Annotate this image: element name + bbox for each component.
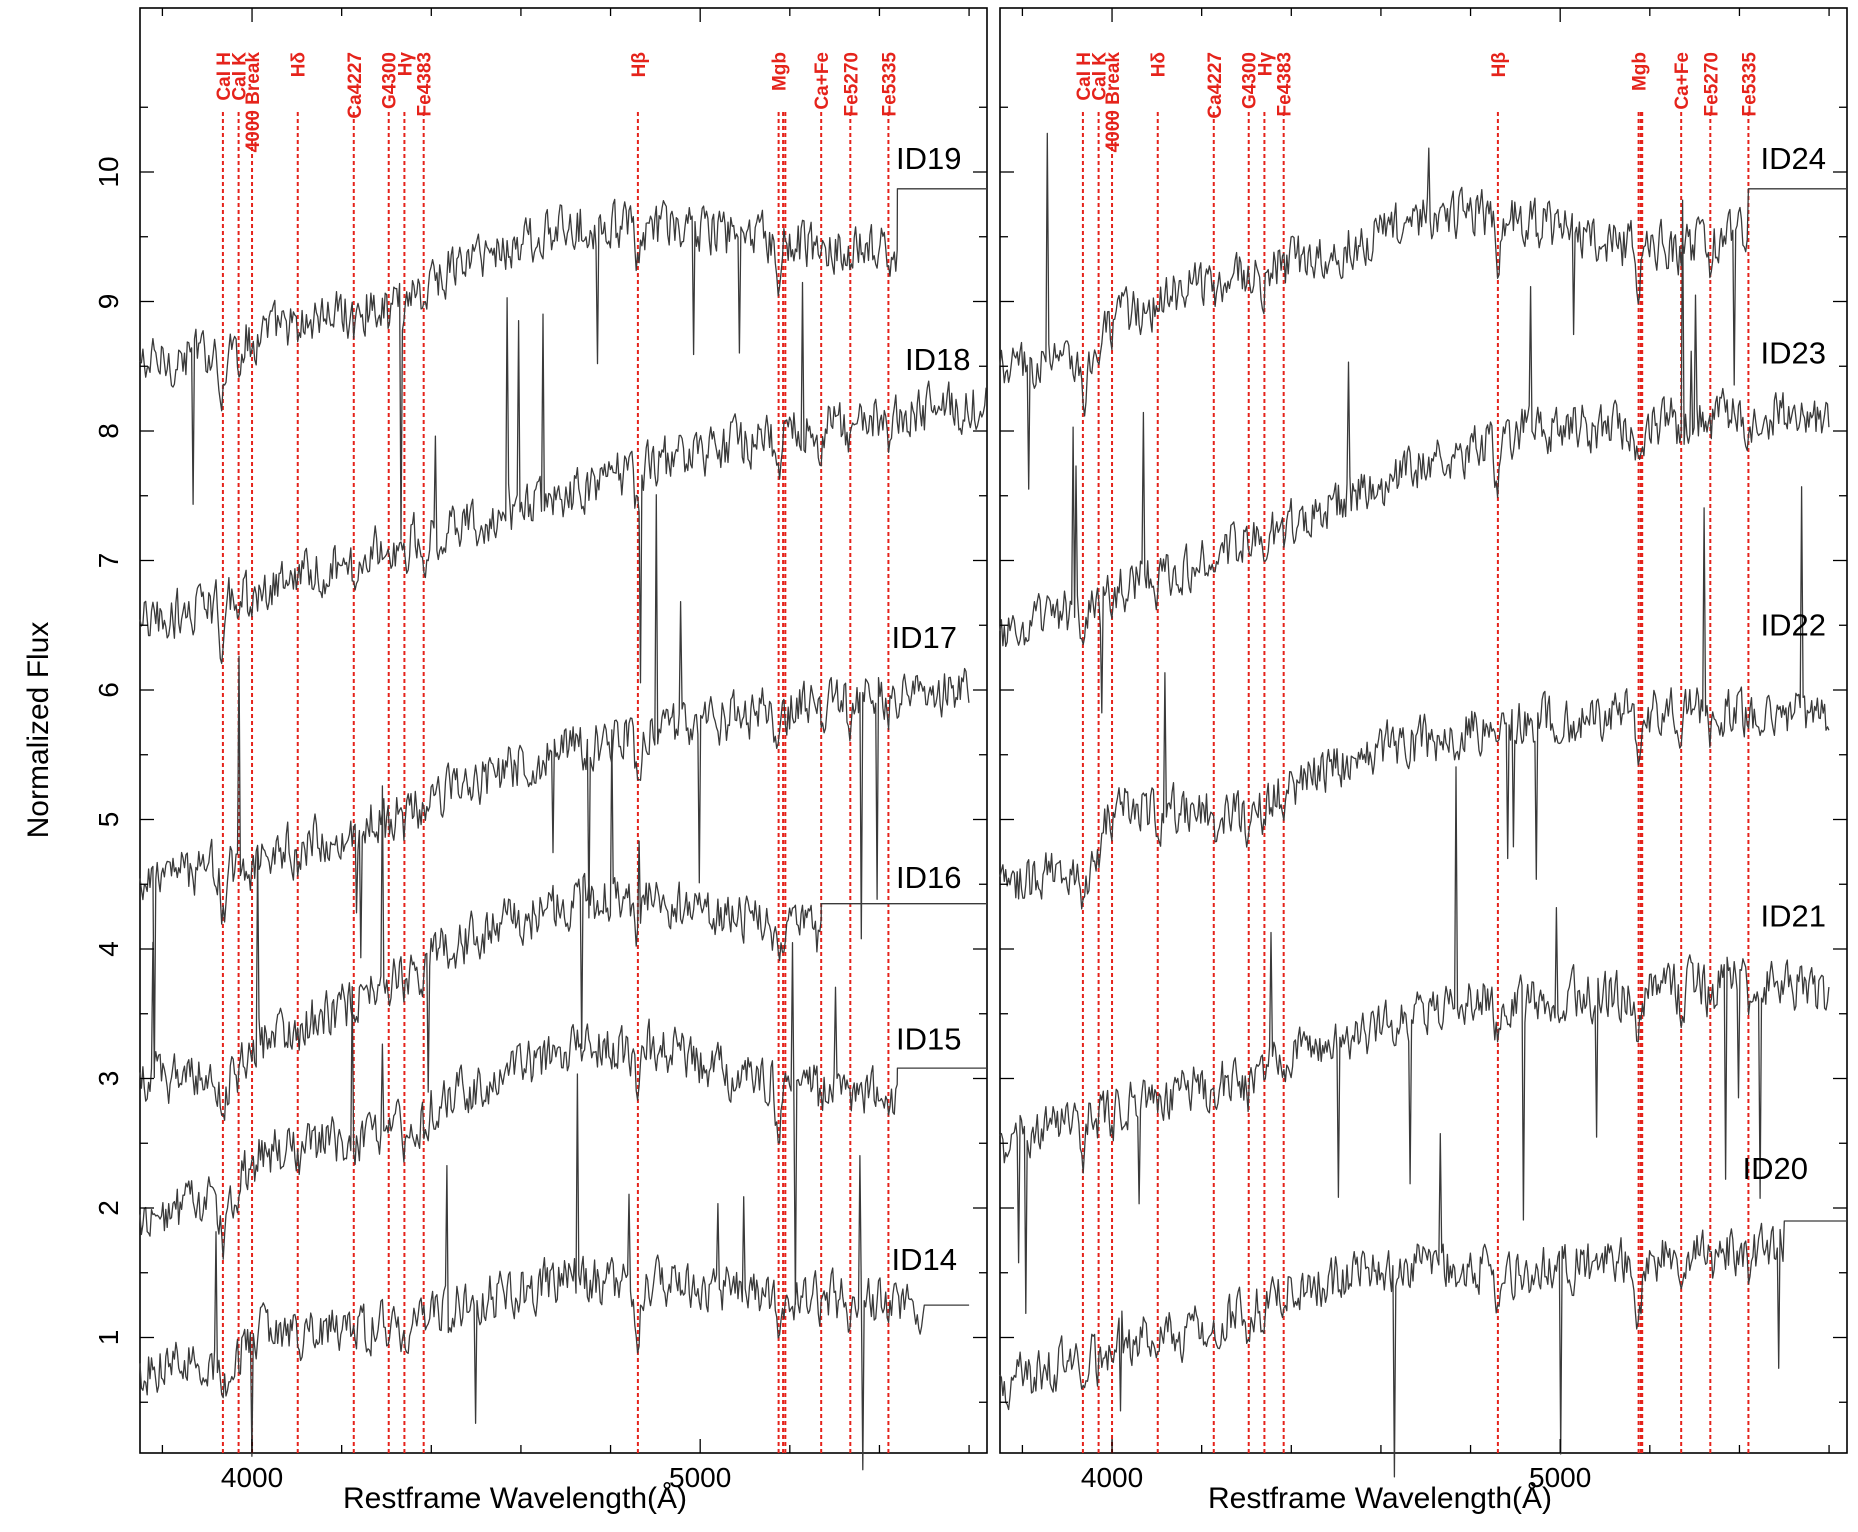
feature-label-fe5270: Fe5270	[1701, 52, 1722, 116]
spectrum-id24	[999, 132, 1847, 490]
x-tick-label: 4000	[221, 1462, 283, 1493]
series-label-id18: ID18	[905, 342, 970, 377]
series-label-id16: ID16	[896, 860, 961, 895]
left-plot-frame	[139, 7, 988, 1454]
y-tick-label: 9	[93, 294, 124, 310]
series-label-id24: ID24	[1760, 141, 1825, 176]
spectrum-id17	[139, 494, 970, 1079]
y-tick-label: 1	[93, 1330, 124, 1346]
spectrum-id15	[139, 942, 987, 1305]
feature-label-fe4383: Fe4383	[415, 52, 436, 116]
feature-label-mgb: Mgb	[770, 52, 791, 91]
series-label-id17: ID17	[892, 620, 957, 655]
feature-label-ca4227: Ca4227	[1205, 52, 1226, 119]
feature-label-g4300: G4300	[380, 52, 401, 109]
feature-label-ca-fe: Ca+Fe	[812, 52, 833, 110]
x-tick-label: 4000	[1081, 1462, 1143, 1493]
series-label-id14: ID14	[892, 1242, 957, 1277]
feature-label-h: Hγ	[1255, 52, 1276, 77]
left-axis-ticks: 4000 5000 1 2 3 4 5 6 7 8 9 10	[93, 8, 987, 1493]
feature-label-h: Hγ	[395, 52, 416, 77]
left-spectra: ID19 ID18 ID17 ID16 ID15 ID14	[139, 141, 987, 1471]
y-tick-label: 2	[93, 1200, 124, 1216]
x-tick-label: 5000	[669, 1462, 731, 1493]
feature-label-cai-h: CaI H	[1074, 52, 1095, 101]
y-tick-label: 7	[93, 553, 124, 569]
spectrum-id21	[999, 766, 1830, 1315]
spectrum-id22	[999, 486, 1830, 910]
spectrum-id14	[139, 1073, 970, 1471]
feature-label-fe5270: Fe5270	[841, 52, 862, 116]
left-x-axis-label: Restframe Wavelength(Å)	[343, 1482, 687, 1515]
feature-label-mgb: Mgb	[1630, 52, 1651, 91]
feature-label-fe4383: Fe4383	[1275, 52, 1296, 116]
y-tick-label: 3	[93, 1071, 124, 1087]
feature-label-4000-break: 4000 Break	[1103, 52, 1124, 153]
y-tick-label: 8	[93, 423, 124, 439]
y-tick-label: 6	[93, 682, 124, 698]
feature-label-cai-k: CaI K	[1090, 52, 1111, 101]
right-spectra: ID24 ID23 ID22 ID21 ID20	[999, 132, 1847, 1478]
spectrum-id23	[999, 199, 1830, 714]
feature-label-cai-k: CaI K	[230, 52, 251, 101]
series-label-id21: ID21	[1760, 899, 1825, 934]
feature-label-h: Hβ	[1489, 52, 1510, 77]
feature-label-h: Hβ	[629, 52, 650, 77]
feature-label-g4300: G4300	[1240, 52, 1261, 109]
feature-label-cai-h: CaI H	[214, 52, 235, 101]
spectrum-id18	[139, 281, 987, 684]
series-label-id19: ID19	[896, 141, 961, 176]
series-label-id22: ID22	[1760, 607, 1825, 642]
feature-label-fe5335: Fe5335	[879, 52, 900, 117]
series-label-id23: ID23	[1760, 335, 1825, 370]
series-label-id15: ID15	[896, 1022, 961, 1057]
right-axis-ticks: 4000 5000	[1000, 8, 1847, 1493]
feature-label-4000-break: 4000 Break	[243, 52, 264, 153]
spectrum-id16	[139, 729, 987, 1121]
feature-label-fe5335: Fe5335	[1739, 52, 1760, 117]
feature-label-ca-fe: Ca+Fe	[1672, 52, 1693, 110]
y-tick-label: 10	[93, 156, 124, 187]
feature-label-ca4227: Ca4227	[345, 52, 366, 119]
right-x-axis-label: Restframe Wavelength(Å)	[1208, 1482, 1552, 1515]
x-tick-label: 5000	[1529, 1462, 1591, 1493]
spectrum-id19	[139, 188, 987, 541]
y-tick-label: 4	[93, 941, 124, 957]
spectrum-id20	[999, 1133, 1847, 1478]
series-label-id20: ID20	[1743, 1151, 1808, 1186]
y-axis-label: Normalized Flux	[22, 622, 55, 839]
right-plot-frame	[999, 7, 1848, 1454]
feature-label-h: Hδ	[289, 52, 310, 77]
y-tick-label: 5	[93, 812, 124, 828]
feature-label-h: Hδ	[1149, 52, 1170, 77]
